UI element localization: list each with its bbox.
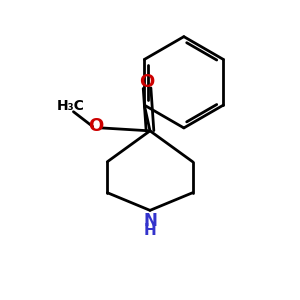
Text: H₃C: H₃C <box>57 99 84 113</box>
Text: O: O <box>140 73 155 91</box>
Text: N: N <box>143 212 157 230</box>
Text: H: H <box>144 223 156 238</box>
Text: O: O <box>88 117 104 135</box>
